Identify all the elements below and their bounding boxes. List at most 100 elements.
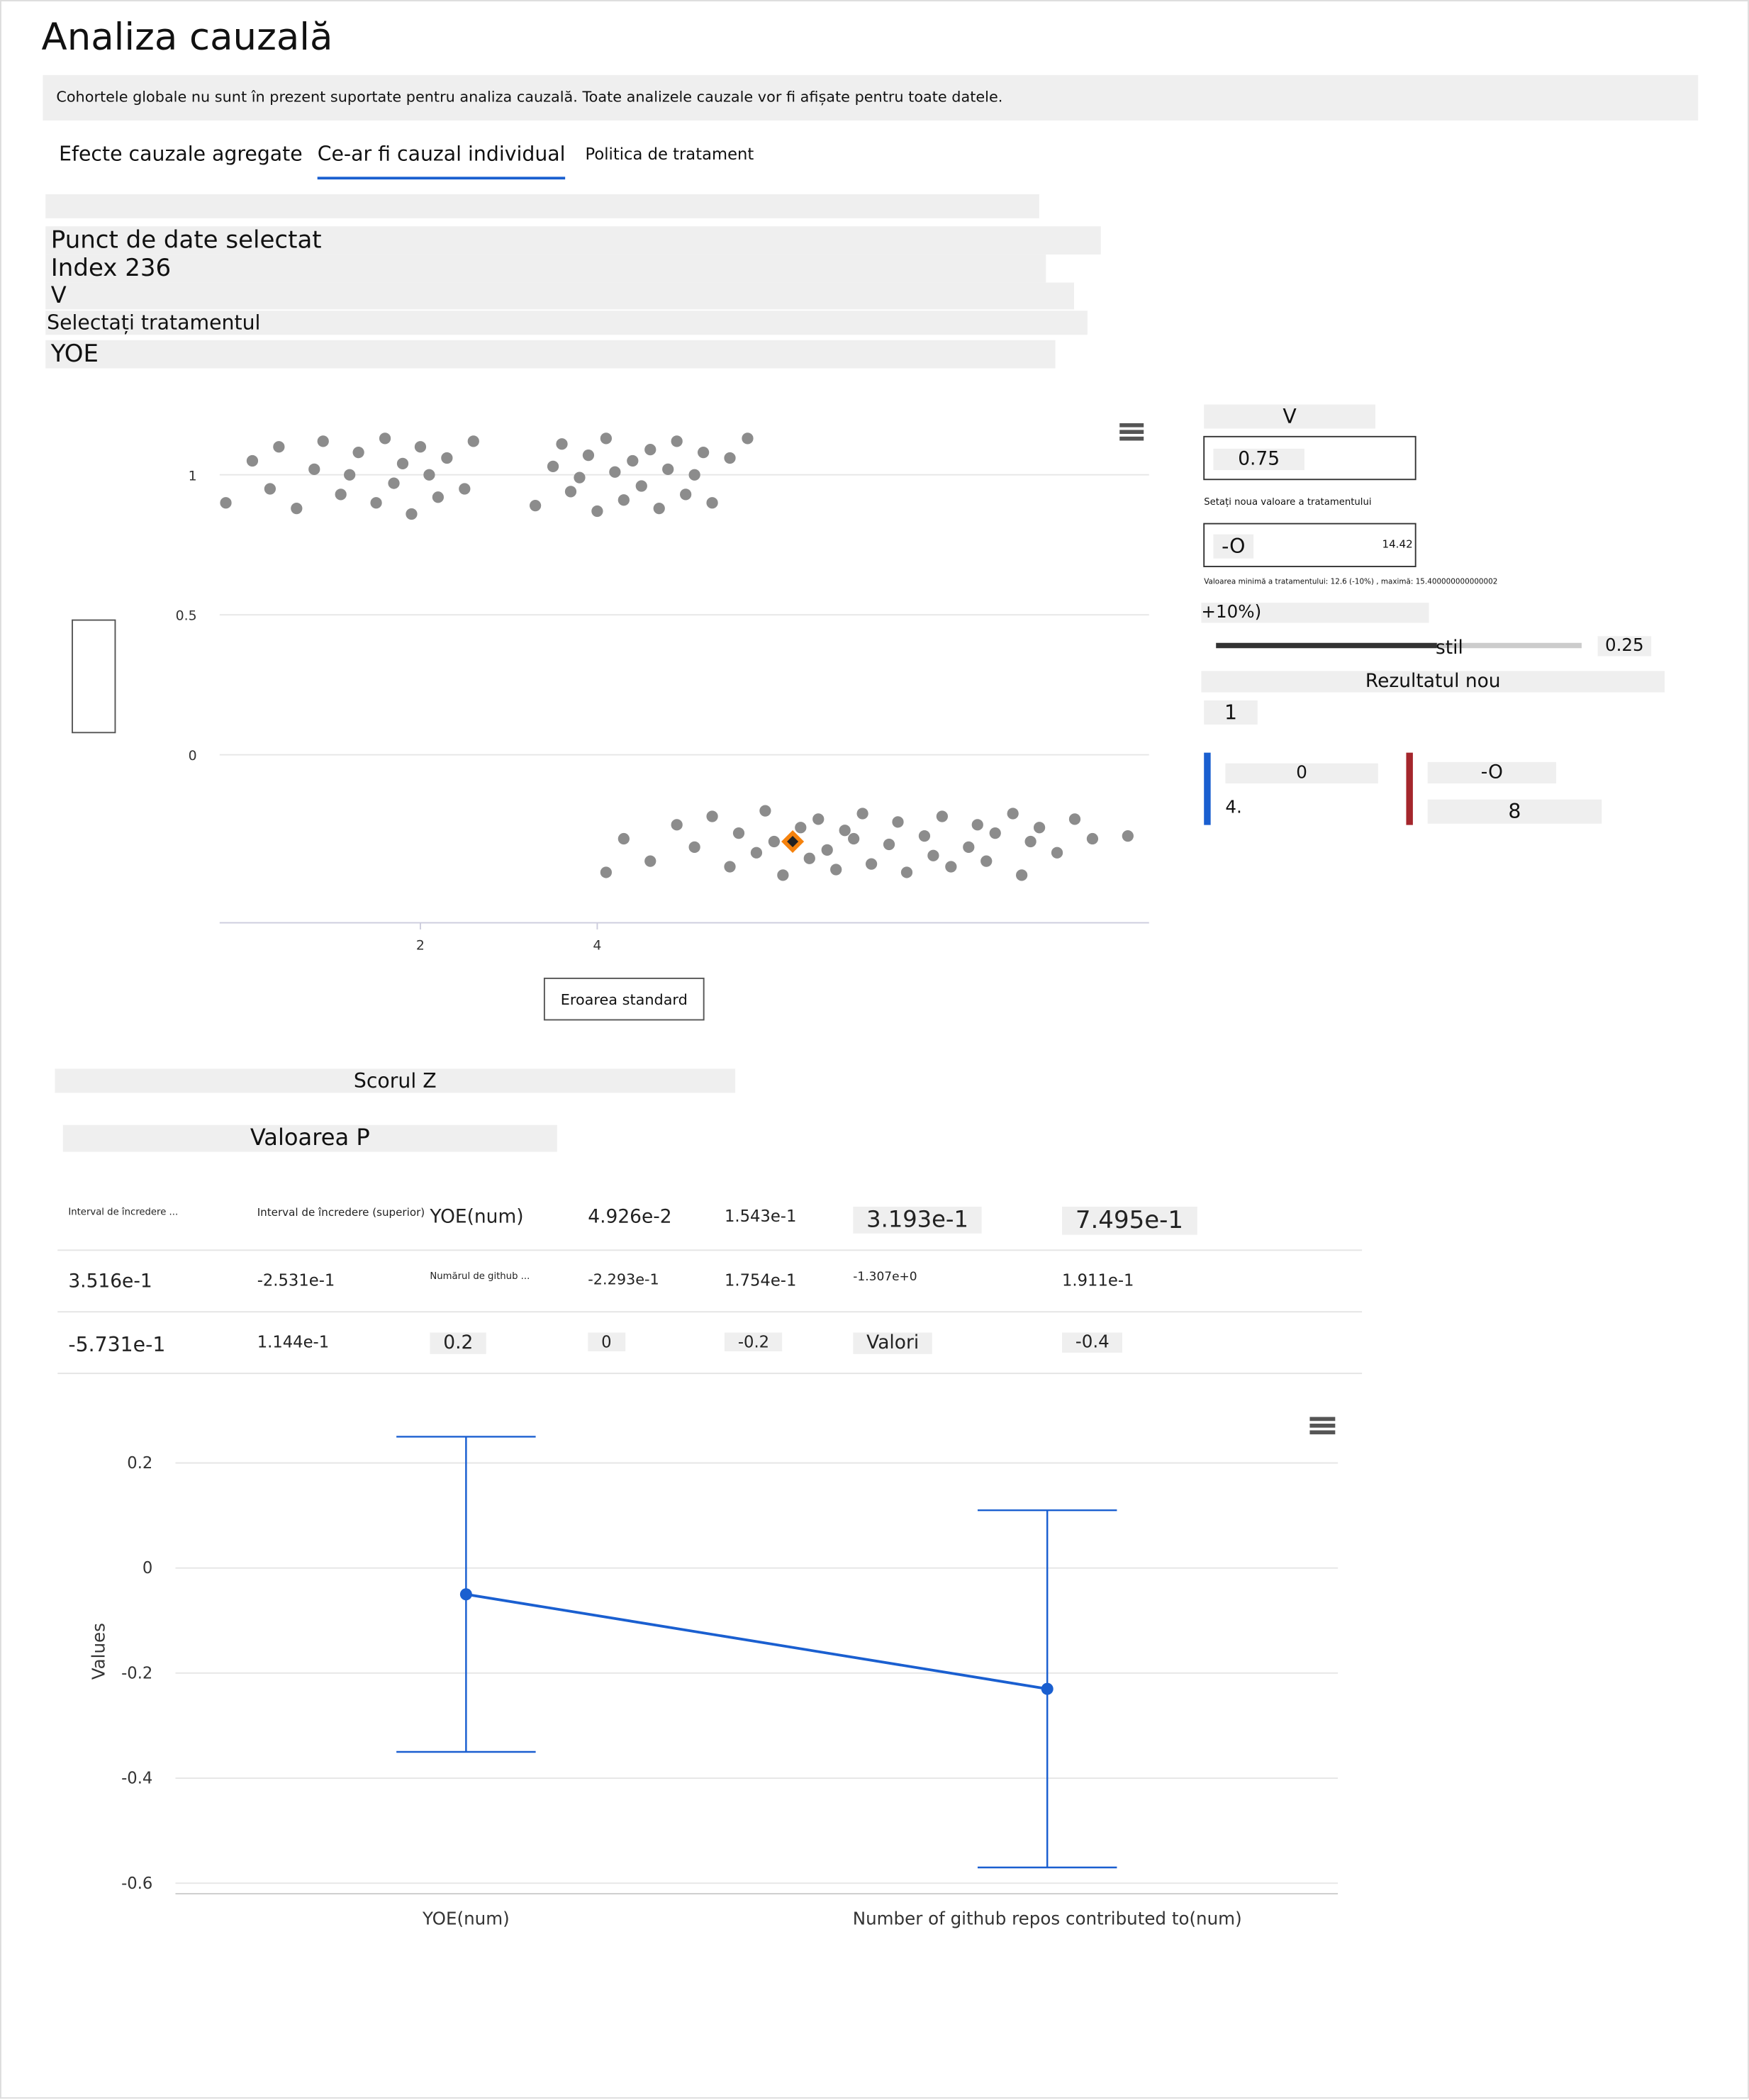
table-cell: -2.531e-1 [257, 1270, 335, 1290]
point [821, 844, 833, 856]
menu-icon[interactable] [1309, 1417, 1336, 1435]
table-cell: 3.516e-1 [68, 1270, 152, 1292]
table-cell: 1.754e-1 [724, 1270, 797, 1290]
title: Analiza cauzală [41, 14, 333, 60]
point [1086, 832, 1099, 845]
current-value: 0.75 [1213, 448, 1304, 471]
table-cell: Valori [853, 1332, 933, 1354]
point [1016, 869, 1028, 881]
point [927, 849, 939, 861]
point [671, 435, 683, 447]
point [547, 460, 559, 472]
point [732, 827, 745, 839]
x-tick-label: 2 [416, 937, 425, 953]
point [609, 466, 621, 478]
table-cell: -5.731e-1 [68, 1332, 166, 1357]
point [264, 483, 276, 495]
point [1033, 822, 1046, 834]
table-cell: 0 [588, 1332, 625, 1352]
point [352, 447, 364, 459]
point [856, 808, 868, 820]
y-tick-label: -0.4 [121, 1770, 152, 1788]
note: Valoarea minimă a tratamentului: 12.6 (-… [1204, 579, 1498, 587]
label: Scorul Z [55, 1068, 736, 1093]
point [529, 500, 542, 512]
point [423, 469, 435, 481]
y-tick-label: -0.2 [121, 1664, 152, 1682]
menu-icon[interactable] [1119, 423, 1144, 441]
value: -O [1427, 761, 1557, 784]
table-cell: -2.293e-1 [588, 1270, 659, 1289]
input-box[interactable] [1203, 523, 1416, 567]
point [945, 861, 957, 873]
point [317, 435, 329, 447]
row-divider [57, 1373, 1363, 1375]
table-cell: Numărul de github ... [430, 1270, 530, 1282]
x-tick-label: Number of github repos contributed to(nu… [853, 1908, 1242, 1928]
label: V [1204, 404, 1376, 429]
row-divider [57, 1249, 1363, 1251]
label: Setați noua valoare a tratamentului [1204, 496, 1372, 508]
point [564, 486, 577, 498]
label: Rezultatul nou [1201, 671, 1665, 693]
point [379, 432, 391, 445]
point [441, 452, 453, 464]
input-value[interactable]: -O [1213, 534, 1254, 559]
table-cell: -0.2 [724, 1332, 783, 1352]
label: Punct de date selectat [45, 226, 1101, 255]
point [688, 469, 700, 481]
point [671, 819, 683, 831]
label: +10%) [1201, 603, 1429, 623]
table-cell: 1.543e-1 [724, 1206, 797, 1226]
label: stil [1436, 637, 1463, 659]
point [635, 480, 647, 492]
table-cell: -1.307e+0 [853, 1270, 917, 1285]
value: V [45, 282, 1074, 310]
point [795, 822, 807, 834]
tab[interactable]: Politica de tratament [585, 145, 754, 164]
point [467, 435, 479, 447]
point [396, 457, 409, 470]
point [618, 832, 630, 845]
indicator-red [1406, 752, 1413, 825]
table-cell: Interval de încredere ... [68, 1206, 179, 1218]
point [600, 866, 613, 878]
table-cell: 7.495e-1 [1061, 1206, 1197, 1235]
point [600, 432, 613, 445]
value: 0 [1225, 763, 1378, 784]
y-tick-label: -0.6 [121, 1875, 152, 1893]
point [812, 813, 825, 825]
point [220, 497, 232, 509]
x-axis-button[interactable]: Eroarea standard [543, 977, 705, 1021]
tab[interactable]: Efecte cauzale agregate [59, 142, 303, 167]
y-axis-button[interactable] [72, 619, 116, 734]
table-cell: 1.144e-1 [257, 1332, 330, 1352]
point [370, 497, 382, 509]
point [900, 866, 913, 878]
slider-value: 0.25 [1597, 636, 1652, 657]
point [574, 471, 586, 484]
point [883, 838, 895, 851]
index: Index 236 [45, 254, 1046, 283]
point [706, 810, 718, 822]
point [892, 816, 904, 828]
value: 1 [1204, 700, 1258, 725]
table-cell: -0.4 [1061, 1332, 1123, 1353]
point [750, 847, 763, 859]
tab-active[interactable]: Ce-ar fi cauzal individual [317, 142, 566, 180]
y-tick-label: 0 [143, 1559, 152, 1577]
point [768, 835, 781, 848]
point [1068, 813, 1081, 825]
point [556, 438, 568, 450]
point [291, 502, 303, 515]
point [627, 454, 639, 467]
table-cell: Interval de încredere (superior) [257, 1206, 425, 1219]
point [697, 447, 710, 459]
label: Selectați tratamentul [45, 311, 1088, 335]
point [803, 852, 815, 864]
input-box[interactable] [1203, 435, 1416, 481]
dropdown[interactable]: YOE [45, 340, 1056, 369]
point [644, 855, 656, 867]
point [848, 832, 860, 845]
